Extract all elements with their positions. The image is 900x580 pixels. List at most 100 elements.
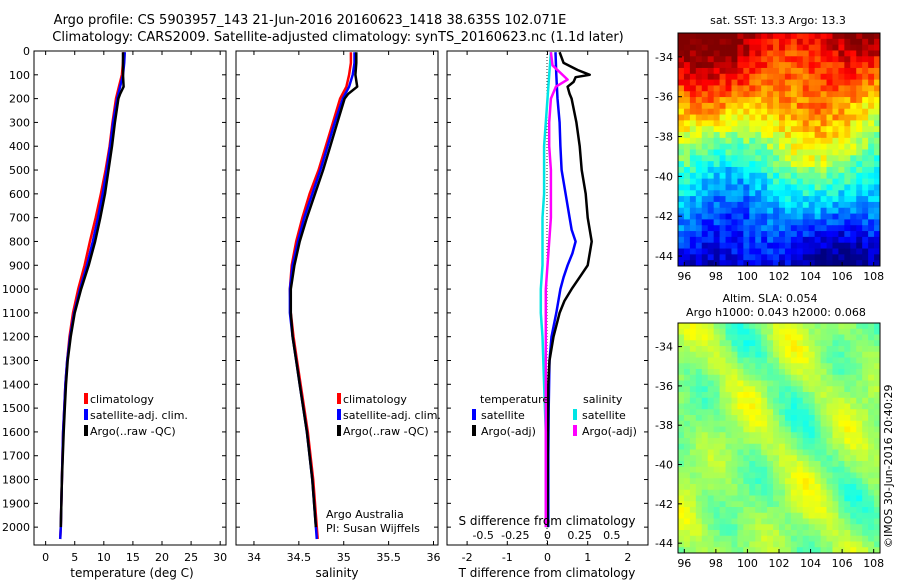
heatmap-cell — [767, 260, 774, 267]
heatmap-cell — [808, 530, 816, 537]
temperature-curves — [58, 52, 127, 540]
heatmap-cell — [832, 449, 839, 456]
heatmap-cell — [832, 102, 839, 110]
heatmap-cell — [826, 44, 833, 51]
heatmap-cell — [749, 184, 756, 191]
t-difference-label: T difference from climatology — [458, 566, 636, 580]
heatmap-cell — [838, 346, 845, 353]
heatmap-cell — [808, 213, 816, 220]
heatmap-cell — [790, 484, 798, 491]
heatmap-cell — [683, 386, 691, 393]
heatmap-cell — [820, 374, 827, 381]
heatmap-cell — [832, 79, 839, 86]
heatmap-cell — [719, 79, 726, 86]
heatmap-cell — [689, 518, 697, 525]
heatmap-cell — [725, 351, 732, 358]
heatmap-cell — [814, 495, 821, 502]
heatmap-cell — [814, 443, 821, 450]
heatmap-cell — [844, 472, 851, 479]
heatmap-cell — [719, 409, 726, 416]
heatmap-cell — [683, 213, 691, 220]
depth-tick-label: 400 — [9, 140, 30, 153]
heatmap-cell — [850, 409, 857, 416]
heatmap-cell — [707, 547, 715, 554]
heatmap-cell — [784, 102, 792, 110]
heatmap-cell — [814, 85, 821, 92]
heatmap-cell — [761, 363, 768, 370]
heatmap-cell — [707, 386, 715, 393]
heatmap-cell — [683, 449, 691, 456]
heatmap-cell — [802, 219, 810, 226]
heatmap-cell — [820, 236, 827, 244]
heatmap-cell — [868, 403, 875, 410]
heatmap-cell — [862, 213, 869, 220]
salinity-annotation-line1: Argo Australia — [326, 508, 404, 521]
heatmap-cell — [707, 114, 715, 121]
heatmap-cell — [689, 501, 697, 508]
heatmap-cell — [737, 547, 744, 554]
heatmap-cell — [862, 260, 869, 267]
heatmap-cell — [719, 50, 726, 57]
heatmap-cell — [868, 85, 875, 92]
heatmap-cell — [713, 108, 720, 115]
heatmap-cell — [820, 547, 827, 554]
heatmap-cell — [826, 323, 833, 330]
heatmap-cell — [725, 438, 732, 445]
heatmap-cell — [731, 219, 738, 226]
heatmap-cell — [844, 254, 851, 261]
heatmap-cell — [820, 184, 827, 191]
heatmap-cell — [701, 242, 709, 249]
heatmap-cell — [731, 386, 738, 393]
heatmap-cell — [850, 225, 857, 232]
heatmap-cell — [719, 328, 726, 335]
heatmap-cell — [719, 426, 726, 433]
heatmap-cell — [796, 369, 804, 376]
heatmap-cell — [814, 236, 821, 244]
heatmap-cell — [820, 426, 827, 433]
depth-tick-label: 700 — [9, 212, 30, 225]
heatmap-cell — [862, 126, 869, 133]
heatmap-cell — [713, 33, 720, 40]
heatmap-cell — [790, 33, 798, 40]
heatmap-cell — [707, 357, 715, 364]
heatmap-cell — [749, 225, 756, 232]
heatmap-cell — [767, 530, 774, 537]
heatmap-cell — [832, 108, 839, 115]
heatmap-cell — [689, 102, 697, 110]
heatmap-cell — [737, 420, 744, 427]
heatmap-cell — [773, 374, 780, 381]
heatmap-cell — [767, 97, 774, 104]
heatmap-cell — [713, 340, 720, 347]
heatmap-cell — [820, 56, 827, 63]
heatmap-cell — [773, 207, 780, 214]
heatmap-cell — [713, 501, 720, 508]
heatmap-cell — [719, 380, 726, 387]
map-y-tick-label: -34 — [655, 51, 673, 64]
heatmap-cell — [814, 120, 821, 127]
heatmap-cell — [868, 478, 875, 485]
heatmap-cell — [844, 530, 851, 537]
heatmap-cell — [749, 392, 756, 399]
heatmap-cell — [755, 196, 762, 203]
heatmap-cell — [719, 455, 726, 462]
heatmap-cell — [868, 518, 875, 525]
heatmap-cell — [820, 190, 827, 197]
heatmap-cell — [790, 260, 798, 267]
heatmap-cell — [749, 236, 756, 244]
heatmap-cell — [779, 512, 786, 519]
heatmap-cell — [802, 85, 810, 92]
heatmap-cell — [749, 535, 756, 542]
heatmap-cell — [737, 67, 744, 75]
heatmap-cell — [737, 137, 744, 145]
heatmap-cell — [725, 530, 732, 537]
heatmap-cell — [874, 231, 881, 238]
heatmap-cell — [850, 501, 857, 508]
heatmap-cell — [731, 213, 738, 220]
heatmap-cell — [850, 420, 857, 427]
legend-label-climatology: climatology — [90, 393, 154, 406]
heatmap-cell — [802, 478, 810, 485]
heatmap-cell — [814, 403, 821, 410]
heatmap-cell — [773, 386, 780, 393]
heatmap-cell — [862, 374, 869, 381]
heatmap-cell — [844, 449, 851, 456]
